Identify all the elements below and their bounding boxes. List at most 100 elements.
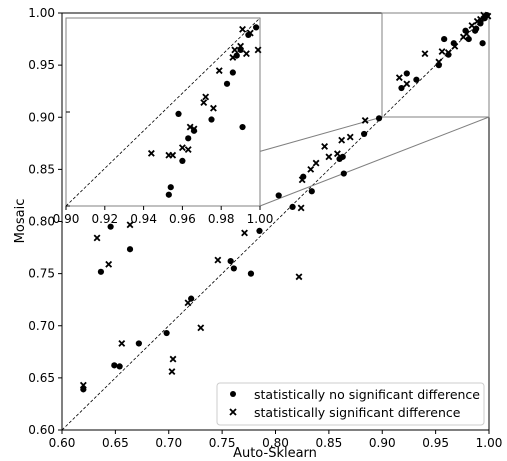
data-point-x bbox=[242, 50, 250, 58]
data-point-x bbox=[246, 29, 254, 37]
y-tick-label: 0.80 bbox=[28, 215, 55, 229]
axis-tick-labels: 0.60 0.65 0.70 0.75 0.80 0.85 0.90 0.95 1.00 0.60… bbox=[28, 6, 502, 450]
data-point-circle bbox=[340, 170, 347, 177]
data-point-circle bbox=[227, 258, 234, 265]
legend: statistically no significant difference … bbox=[216, 382, 485, 426]
x-tick-label: 0.80 bbox=[262, 436, 289, 450]
inset-diagonal-reference-line bbox=[65, 17, 261, 207]
data-point-x bbox=[79, 381, 87, 389]
data-point-circle bbox=[116, 363, 123, 370]
data-point-x bbox=[435, 58, 443, 66]
data-point-circle bbox=[165, 191, 172, 198]
data-point-circle bbox=[336, 155, 343, 163]
data-point-circle bbox=[107, 223, 114, 230]
data-point-circle bbox=[275, 192, 282, 199]
zoom-region-box bbox=[381, 12, 490, 118]
inset-axis-ticks bbox=[65, 111, 261, 210]
y-tick-label: 0.75 bbox=[28, 267, 55, 281]
legend-box bbox=[216, 382, 485, 426]
data-point-circle bbox=[179, 157, 186, 164]
x-tick-label: 0.60 bbox=[49, 436, 76, 450]
data-point-x bbox=[254, 46, 262, 54]
data-point-x bbox=[298, 176, 306, 184]
data-point-circle bbox=[398, 84, 405, 92]
y-tick-label: 0.90 bbox=[28, 110, 55, 124]
data-point-circle bbox=[135, 340, 142, 347]
data-point-x bbox=[438, 48, 446, 56]
data-point-circle bbox=[361, 130, 368, 138]
data-point-x bbox=[295, 273, 303, 281]
data-point-x bbox=[403, 80, 411, 88]
data-point-circle bbox=[223, 80, 231, 87]
zoom-connector-line bbox=[259, 116, 490, 207]
y-tick-label: 0.60 bbox=[28, 423, 55, 437]
main-data-points bbox=[79, 11, 492, 393]
x-tick-label: 0.90 bbox=[369, 436, 396, 450]
data-point-x bbox=[395, 74, 403, 82]
data-point-circle bbox=[126, 246, 134, 253]
data-point-x bbox=[241, 229, 248, 237]
data-point-x bbox=[325, 153, 333, 161]
data-point-x bbox=[118, 340, 126, 347]
legend-label: statistically significant difference bbox=[254, 405, 461, 420]
data-point-circle bbox=[441, 35, 448, 43]
y-tick-label: 0.85 bbox=[28, 162, 55, 176]
data-point-x bbox=[421, 50, 429, 58]
data-point-x bbox=[186, 123, 194, 131]
data-point-x bbox=[200, 99, 208, 107]
data-point-circle bbox=[97, 268, 105, 275]
y-axis-title: Mosaic bbox=[13, 199, 28, 244]
x-tick-label: 1.00 bbox=[476, 436, 503, 450]
data-point-circle bbox=[233, 52, 240, 59]
data-point-x bbox=[229, 54, 237, 61]
data-point-circle bbox=[375, 115, 383, 122]
data-point-circle bbox=[308, 188, 315, 195]
y-tick-label: 0.95 bbox=[28, 58, 55, 72]
data-point-circle bbox=[163, 329, 170, 337]
data-point-x bbox=[93, 234, 101, 242]
data-point-circle bbox=[465, 35, 472, 43]
x-tick-label: 0.65 bbox=[102, 436, 129, 450]
data-point-x bbox=[444, 49, 452, 57]
legend-circle-marker bbox=[230, 391, 236, 397]
data-point-x bbox=[202, 93, 210, 101]
inset-x-tick-label: 0.98 bbox=[208, 212, 235, 226]
data-point-x bbox=[338, 136, 346, 144]
inset-x-tick-label: 0.92 bbox=[91, 212, 118, 226]
data-point-x bbox=[468, 22, 476, 29]
axis-ticks bbox=[58, 12, 490, 434]
inset-x-tick-label: 1.00 bbox=[247, 212, 274, 226]
data-point-x bbox=[307, 165, 315, 173]
data-point-x bbox=[126, 221, 134, 229]
data-point-x bbox=[321, 143, 329, 150]
data-point-circle bbox=[229, 69, 236, 76]
data-point-circle bbox=[256, 227, 263, 234]
data-point-x bbox=[333, 150, 341, 158]
inset-x-tick-label: 0.90 bbox=[53, 212, 80, 226]
data-point-x bbox=[463, 30, 471, 38]
legend-label: statistically no significant difference bbox=[254, 387, 480, 402]
data-point-circle bbox=[167, 184, 174, 191]
data-point-x bbox=[178, 144, 186, 152]
x-tick-label: 0.70 bbox=[155, 436, 182, 450]
data-point-x bbox=[169, 151, 177, 159]
data-point-x bbox=[184, 299, 192, 307]
data-point-x bbox=[214, 256, 222, 264]
data-point-x bbox=[210, 104, 217, 112]
data-point-circle bbox=[239, 123, 246, 131]
legend-x-marker bbox=[229, 408, 237, 416]
data-point-circle bbox=[253, 24, 260, 31]
data-point-x bbox=[168, 368, 176, 376]
data-point-x bbox=[184, 146, 192, 154]
data-point-x bbox=[312, 159, 320, 167]
inset-axis-tick-labels: 0.90 0.92 0.94 0.96 0.98 1.00 bbox=[53, 212, 274, 226]
data-point-circle bbox=[413, 76, 420, 83]
data-point-x bbox=[169, 355, 177, 363]
data-point-x bbox=[197, 324, 205, 332]
inset-x-tick-label: 0.94 bbox=[130, 212, 157, 226]
x-tick-label: 0.75 bbox=[209, 436, 236, 450]
data-point-circle bbox=[185, 135, 192, 142]
data-point-x bbox=[190, 125, 198, 133]
data-point-x bbox=[231, 46, 239, 54]
